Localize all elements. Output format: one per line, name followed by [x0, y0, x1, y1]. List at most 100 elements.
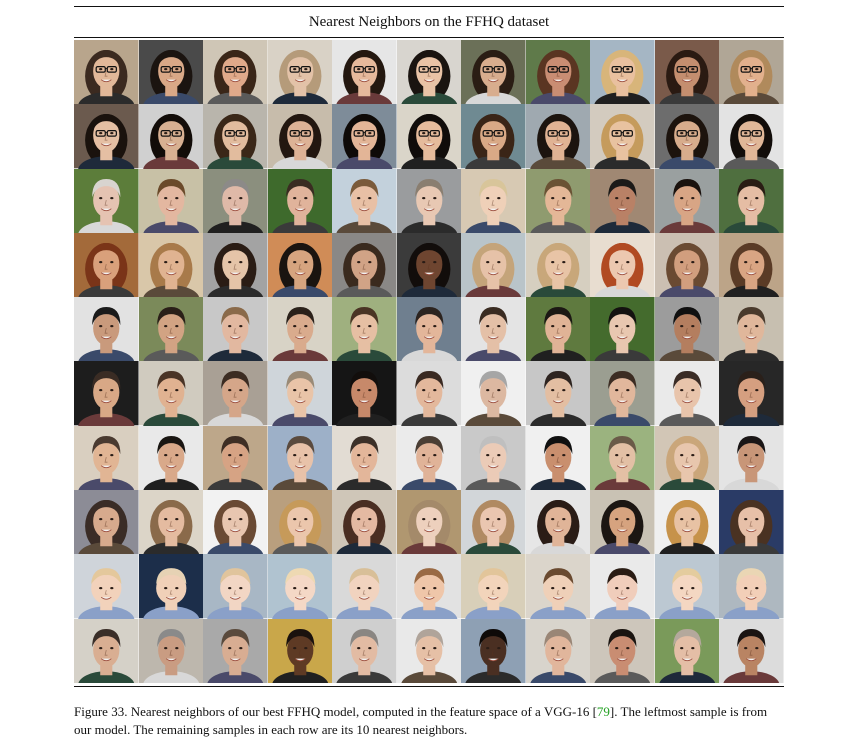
generated-sample-image	[74, 104, 139, 169]
nearest-neighbor-image	[267, 40, 333, 105]
nearest-neighbor-image	[203, 554, 268, 619]
nearest-neighbor-image	[590, 618, 655, 683]
nearest-neighbor-image	[525, 361, 591, 426]
nearest-neighbor-image	[654, 361, 720, 426]
nearest-neighbor-image	[138, 554, 204, 619]
nearest-neighbor-image	[461, 297, 526, 362]
nearest-neighbors-table: Nearest Neighbors on the FFHQ dataset	[74, 6, 784, 688]
nearest-neighbor-image	[138, 490, 204, 555]
nearest-neighbor-image	[525, 554, 591, 619]
nearest-neighbor-image	[332, 104, 397, 169]
nearest-neighbor-image	[396, 168, 462, 233]
nearest-neighbor-image	[525, 490, 591, 555]
nearest-neighbor-image	[332, 554, 397, 619]
nearest-neighbor-image	[396, 618, 462, 683]
nearest-neighbor-image	[590, 168, 655, 233]
nearest-neighbor-image	[654, 168, 720, 233]
nearest-neighbor-image	[267, 297, 333, 362]
generated-sample-image	[74, 232, 139, 298]
nearest-neighbor-image	[332, 40, 397, 105]
table-top-rule	[74, 6, 784, 7]
nearest-neighbor-image	[461, 40, 526, 105]
generated-sample-image	[74, 490, 139, 555]
nearest-neighbor-image	[203, 104, 268, 169]
nearest-neighbor-image	[267, 168, 333, 233]
nearest-neighbor-image	[719, 361, 784, 426]
nearest-neighbor-image	[203, 168, 268, 233]
nearest-neighbor-image	[396, 490, 462, 555]
nearest-neighbor-image	[267, 232, 333, 298]
table-bottom-rule	[74, 686, 784, 687]
nearest-neighbor-image	[654, 40, 720, 105]
nearest-neighbor-image	[654, 618, 720, 683]
nearest-neighbor-image	[461, 104, 526, 169]
nearest-neighbor-image	[719, 297, 784, 362]
nearest-neighbor-image	[203, 40, 268, 105]
nearest-neighbor-image	[590, 554, 655, 619]
nearest-neighbor-image	[654, 232, 720, 298]
nearest-neighbor-image	[590, 232, 655, 298]
nearest-neighbor-image	[461, 618, 526, 683]
nearest-neighbor-image	[461, 425, 526, 491]
nearest-neighbor-image	[396, 232, 462, 298]
table-header-rule	[74, 37, 784, 38]
nearest-neighbor-image	[332, 618, 397, 683]
nearest-neighbor-image	[719, 40, 784, 105]
generated-sample-image	[74, 361, 139, 426]
nearest-neighbor-image	[719, 168, 784, 233]
nearest-neighbor-image	[267, 490, 333, 555]
nearest-neighbor-image	[525, 618, 591, 683]
nearest-neighbor-image	[203, 618, 268, 683]
nearest-neighbor-image	[396, 425, 462, 491]
nearest-neighbor-image	[654, 104, 720, 169]
caption-text-1: Nearest neighbors of our best FFHQ model…	[127, 704, 597, 719]
nearest-neighbor-image	[203, 361, 268, 426]
generated-sample-image	[74, 425, 139, 491]
nearest-neighbor-image	[719, 104, 784, 169]
nearest-neighbor-image	[590, 425, 655, 491]
nearest-neighbor-image	[332, 168, 397, 233]
nearest-neighbor-image	[267, 554, 333, 619]
nearest-neighbor-image	[138, 104, 204, 169]
nearest-neighbor-image	[267, 104, 333, 169]
nearest-neighbor-image	[525, 40, 591, 105]
nearest-neighbor-image	[396, 297, 462, 362]
citation-link[interactable]: 79	[596, 704, 610, 719]
face-image-grid	[74, 40, 784, 683]
nearest-neighbor-image	[267, 425, 333, 491]
nearest-neighbor-image	[332, 490, 397, 555]
nearest-neighbor-image	[525, 425, 591, 491]
table-title: Nearest Neighbors on the FFHQ dataset	[308, 14, 550, 30]
nearest-neighbor-image	[654, 490, 720, 555]
nearest-neighbor-image	[396, 40, 462, 105]
nearest-neighbor-image	[203, 425, 268, 491]
nearest-neighbor-image	[590, 40, 655, 105]
nearest-neighbor-image	[590, 297, 655, 362]
nearest-neighbor-image	[138, 361, 204, 426]
nearest-neighbor-image	[719, 425, 784, 491]
nearest-neighbor-image	[138, 40, 204, 105]
nearest-neighbor-image	[138, 232, 204, 298]
nearest-neighbor-image	[654, 554, 720, 619]
nearest-neighbor-image	[461, 232, 526, 298]
generated-sample-image	[74, 40, 139, 105]
nearest-neighbor-image	[138, 425, 204, 491]
nearest-neighbor-image	[138, 297, 204, 362]
nearest-neighbor-image	[138, 168, 204, 233]
nearest-neighbor-image	[461, 554, 526, 619]
nearest-neighbor-image	[719, 618, 784, 683]
nearest-neighbor-image	[332, 232, 397, 298]
nearest-neighbor-image	[590, 490, 655, 555]
nearest-neighbor-image	[525, 232, 591, 298]
nearest-neighbor-image	[654, 297, 720, 362]
nearest-neighbor-image	[138, 618, 204, 683]
nearest-neighbor-image	[525, 168, 591, 233]
nearest-neighbor-image	[461, 490, 526, 555]
caption-text-2: ]. The leftmost sample is from our model…	[74, 704, 768, 737]
nearest-neighbor-image	[461, 361, 526, 426]
nearest-neighbor-image	[332, 361, 397, 426]
nearest-neighbor-image	[203, 490, 268, 555]
nearest-neighbor-image	[461, 168, 526, 233]
nearest-neighbor-image	[203, 232, 268, 298]
nearest-neighbor-image	[719, 490, 784, 555]
